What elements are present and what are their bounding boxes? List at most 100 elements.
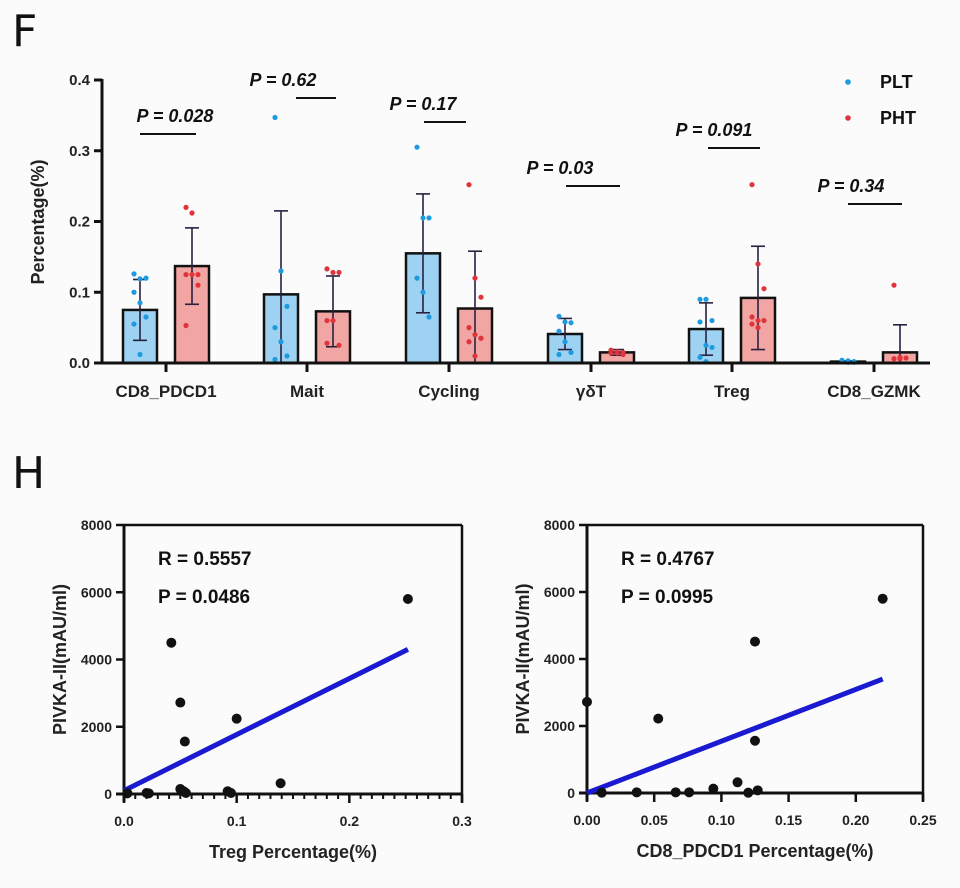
- data-point-plt: [562, 319, 568, 325]
- data-point-plt: [697, 296, 703, 302]
- y-tick-label: 0.0: [69, 355, 90, 372]
- bar-chart: 0.0 0.1 0.2 0.3 0.4 CD8_PDCD1 Mait Cycling γδT Tr…: [28, 70, 930, 401]
- x-tick-label: 0.0: [114, 813, 134, 829]
- x-tick-label: 0.10: [708, 812, 735, 828]
- scatter-point: [743, 787, 754, 798]
- data-point-pht: [336, 342, 342, 348]
- correlation-r-label: R = 0.5557: [158, 549, 252, 570]
- x-category-label: γδT: [576, 382, 607, 401]
- data-point-plt: [568, 320, 574, 326]
- scatter-point: [596, 787, 607, 798]
- data-point-pht: [897, 356, 903, 362]
- data-point-plt: [420, 289, 426, 295]
- correlation-p-label: P = 0.0995: [621, 587, 714, 608]
- y-tick-label: 8000: [81, 517, 112, 533]
- scatter-point: [653, 713, 664, 724]
- data-point-plt: [697, 319, 703, 325]
- y-tick-label: 0.2: [69, 214, 90, 231]
- data-point-plt: [143, 314, 149, 320]
- x-tick-label: 0.2: [340, 813, 360, 829]
- data-point-plt: [137, 351, 143, 358]
- panel-label-f: F: [12, 6, 38, 57]
- data-point-plt: [703, 296, 709, 302]
- p-value-label: P = 0.03: [527, 158, 594, 178]
- y-tick-label: 0.3: [69, 143, 90, 160]
- correlation-r-label: R = 0.4767: [621, 549, 715, 570]
- data-point-plt: [131, 321, 137, 327]
- y-tick-label: 4000: [81, 652, 112, 668]
- scatter-point: [222, 786, 233, 797]
- y-axis-title: Percentage(%): [28, 159, 48, 284]
- data-point-plt: [272, 356, 278, 363]
- y-tick-label: 6000: [81, 584, 112, 600]
- data-point-pht: [749, 182, 755, 188]
- data-point-pht: [608, 350, 614, 356]
- y-tick-label: 4000: [544, 651, 575, 667]
- data-point-plt: [562, 339, 568, 345]
- scatter-point: [708, 783, 719, 794]
- data-point-pht: [614, 350, 620, 356]
- data-point-plt: [709, 344, 715, 351]
- scatter-point: [175, 697, 186, 708]
- y-axis-title: PIVKA-II(mAU/ml): [513, 583, 533, 734]
- legend-marker-pht: [845, 115, 851, 121]
- data-point-plt: [709, 317, 715, 324]
- data-point-pht: [478, 294, 484, 300]
- data-point-pht: [891, 356, 897, 362]
- y-axis-title: PIVKA-II(mAU/ml): [50, 584, 70, 735]
- data-point-plt: [272, 325, 278, 331]
- data-point-plt: [278, 268, 284, 274]
- data-point-pht: [195, 271, 201, 278]
- data-point-plt: [568, 349, 574, 355]
- panel-label-h: H: [12, 448, 46, 499]
- data-point-pht: [749, 314, 755, 320]
- data-point-pht: [620, 351, 626, 358]
- data-point-pht: [478, 335, 484, 341]
- y-tick-label: 8000: [544, 517, 575, 533]
- data-point-pht: [755, 325, 761, 331]
- scatter-point: [732, 777, 743, 788]
- data-point-pht: [330, 269, 336, 276]
- data-point-plt: [131, 289, 137, 295]
- data-point-pht: [755, 317, 761, 324]
- data-point-pht: [755, 261, 761, 267]
- data-point-pht: [189, 271, 195, 278]
- y-tick-label: 0: [104, 786, 112, 802]
- scatter-point: [175, 783, 186, 794]
- y-tick-label: 6000: [544, 584, 575, 600]
- data-point-pht: [324, 340, 330, 346]
- data-point-pht: [891, 282, 897, 288]
- data-point-plt: [272, 114, 278, 121]
- data-point-plt: [426, 314, 432, 320]
- data-point-pht: [324, 317, 330, 324]
- data-point-plt: [137, 300, 143, 306]
- data-point-pht: [761, 317, 767, 324]
- y-tick-label: 2000: [81, 719, 112, 735]
- data-point-plt: [131, 271, 137, 277]
- legend-label-pht: PHT: [880, 108, 916, 128]
- data-point-plt: [556, 313, 562, 319]
- y-tick-label: 0.4: [69, 72, 91, 89]
- x-tick-label: 0.15: [775, 812, 802, 828]
- regression-line: [122, 647, 410, 793]
- y-tick-label: 0.1: [69, 284, 90, 301]
- data-point-pht: [324, 266, 330, 272]
- scatter-point: [141, 787, 152, 798]
- data-point-plt: [697, 354, 703, 360]
- data-point-pht: [466, 325, 472, 331]
- regression-line: [586, 676, 884, 796]
- scatter-point: [670, 787, 681, 798]
- x-tick-label: 0.3: [452, 813, 472, 829]
- data-point-plt: [414, 275, 420, 281]
- scatter-point: [122, 788, 133, 799]
- scatter-point: [231, 713, 242, 724]
- scatter-point: [877, 593, 888, 604]
- legend-marker-plt: [845, 79, 851, 85]
- scatter-point: [752, 785, 763, 796]
- data-point-plt: [143, 275, 149, 281]
- x-category-label: Cycling: [418, 382, 479, 401]
- data-point-plt: [556, 351, 562, 358]
- x-tick-label: 0.1: [227, 813, 247, 829]
- scatter-point: [750, 636, 760, 647]
- scatter-point: [178, 786, 189, 797]
